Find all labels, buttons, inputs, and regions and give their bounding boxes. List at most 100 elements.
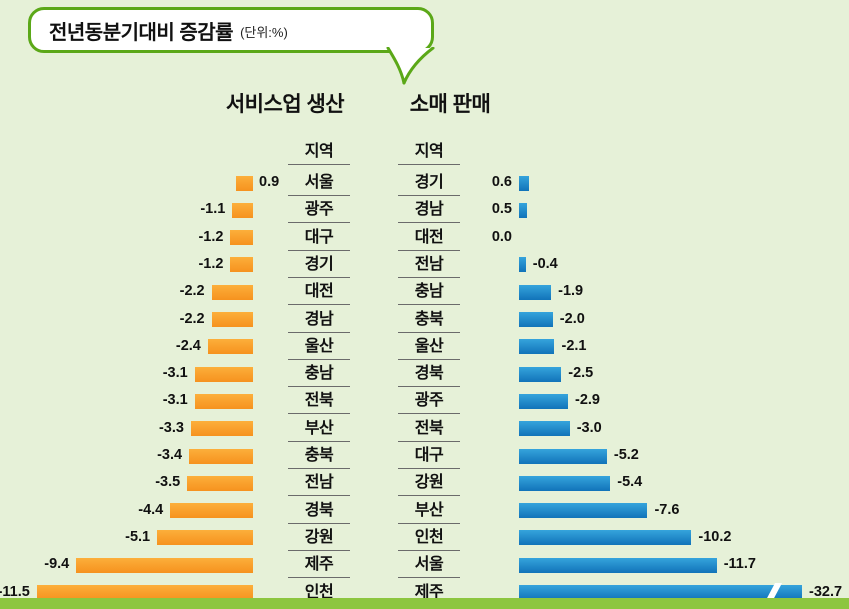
bar — [190, 421, 253, 437]
value-label: -32.7 — [809, 583, 843, 600]
bar — [211, 284, 253, 300]
region-label: 대구 — [288, 225, 350, 251]
value-label: -5.1 — [125, 528, 151, 545]
value-label: -5.4 — [617, 474, 643, 491]
region-label: 부산 — [288, 416, 350, 442]
region-label: 인천 — [398, 525, 460, 551]
value-label: -1.2 — [198, 255, 224, 272]
bar — [519, 312, 553, 327]
region-label: 경북 — [288, 498, 350, 524]
value-label: -11.7 — [723, 556, 756, 573]
bar — [232, 202, 253, 218]
region-label: 서울 — [288, 170, 350, 196]
value-label: 0.5 — [491, 201, 512, 218]
value-label: -4.4 — [138, 501, 164, 518]
title-bubble: 전년동분기대비 증감률 (단위:%) — [28, 7, 434, 53]
bar — [519, 557, 717, 573]
region-label: 제주 — [288, 552, 350, 579]
bar — [519, 475, 611, 491]
bar — [76, 557, 253, 573]
region-label: 대전 — [398, 225, 460, 251]
bar — [157, 530, 253, 546]
region-label: 전남 — [288, 470, 350, 497]
value-label: 0.6 — [491, 174, 512, 190]
bar — [187, 475, 253, 491]
left-chart-title: 서비스업 생산 — [225, 93, 345, 116]
bar — [230, 257, 253, 273]
region-label: 울산 — [288, 334, 350, 360]
region-label: 대구 — [398, 443, 460, 469]
region-label: 경남 — [288, 307, 350, 333]
value-label: -2.5 — [568, 365, 594, 382]
region-label: 대전 — [288, 279, 350, 306]
column-header-region: 지역 — [398, 139, 460, 165]
bar — [519, 339, 555, 355]
value-label: -2.1 — [561, 337, 587, 354]
bar — [189, 448, 253, 464]
region-label: 충북 — [398, 307, 460, 333]
value-label: -0.4 — [532, 255, 558, 272]
bar — [230, 230, 253, 246]
bar — [519, 585, 802, 600]
column-header-region: 지역 — [288, 139, 350, 165]
value-label: -3.3 — [158, 419, 184, 436]
bar — [519, 503, 648, 519]
value-label: -1.2 — [198, 228, 224, 245]
value-label: -2.0 — [559, 310, 585, 327]
bar — [519, 202, 528, 218]
right-chart-title: 소매 판매 — [409, 93, 491, 116]
region-label: 광주 — [398, 388, 460, 415]
region-label: 울산 — [398, 334, 460, 360]
region-label: 강원 — [398, 470, 460, 497]
bar — [519, 284, 552, 300]
value-label: -10.2 — [698, 528, 732, 545]
value-label: -1.1 — [200, 201, 226, 218]
region-label: 광주 — [288, 197, 350, 224]
region-label: 강원 — [288, 525, 350, 551]
bar — [170, 503, 253, 519]
footer-accent-bar — [0, 598, 849, 609]
bar — [36, 585, 253, 600]
bar — [519, 448, 607, 464]
region-label: 전남 — [398, 252, 460, 278]
value-label: -2.9 — [575, 392, 600, 409]
bar — [519, 257, 526, 273]
value-label: -11.5 — [0, 583, 30, 600]
bar — [519, 421, 570, 437]
bar — [207, 339, 253, 355]
value-label: -7.6 — [654, 501, 680, 518]
value-label: -3.1 — [162, 392, 188, 409]
bar — [194, 393, 253, 409]
value-label: -5.2 — [613, 447, 639, 463]
region-label: 전북 — [288, 388, 350, 415]
region-label: 전북 — [398, 416, 460, 442]
value-label: -3.4 — [157, 447, 183, 463]
region-label: 경기 — [398, 170, 460, 196]
bar — [211, 312, 253, 327]
value-label: -1.9 — [558, 283, 584, 300]
bar — [236, 175, 253, 191]
region-label: 경북 — [398, 361, 460, 388]
bar — [519, 530, 692, 546]
bar — [519, 366, 562, 382]
region-label: 서울 — [398, 552, 460, 579]
bar — [519, 393, 568, 409]
value-label: -2.4 — [175, 337, 201, 354]
speech-bubble-tail — [386, 47, 435, 85]
region-label: 충북 — [288, 443, 350, 469]
value-label: -2.2 — [179, 283, 205, 300]
bar — [519, 175, 530, 191]
bar — [194, 366, 253, 382]
value-label: 0.9 — [259, 174, 280, 190]
value-label: 0.0 — [491, 228, 512, 245]
region-label: 충남 — [288, 361, 350, 388]
value-label: -3.1 — [162, 365, 188, 382]
page-title: 전년동분기대비 증감률 — [49, 21, 234, 44]
title-unit: (단위:%) — [240, 25, 288, 40]
region-label: 경남 — [398, 197, 460, 224]
value-label: -3.5 — [155, 474, 181, 491]
region-label: 부산 — [398, 498, 460, 524]
value-label: -2.2 — [179, 310, 205, 327]
